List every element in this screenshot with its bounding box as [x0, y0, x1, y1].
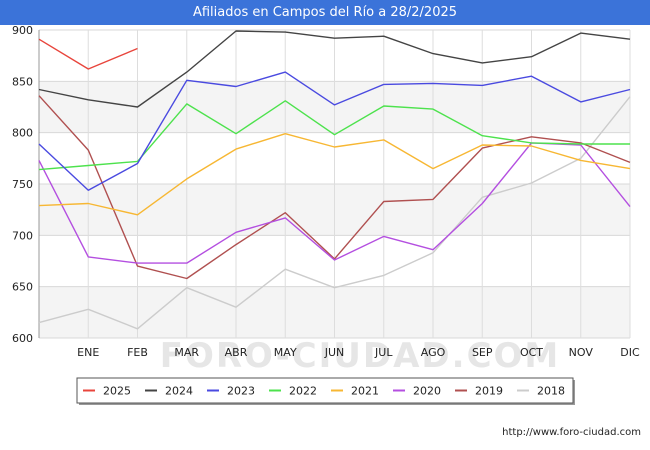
x-tick-label: MAR: [174, 346, 199, 359]
legend-label-2024: 2024: [165, 385, 193, 398]
y-tick-label: 650: [12, 281, 33, 294]
x-tick-label: JUL: [374, 346, 393, 359]
source-url[interactable]: http://www.foro-ciudad.com: [502, 427, 641, 438]
y-tick-label: 800: [12, 127, 33, 140]
legend-box: [76, 377, 574, 404]
chart-title: Afiliados en Campos del Río a 28/2/2025: [192, 5, 458, 20]
x-tick-label: JUN: [324, 346, 345, 359]
y-tick-label: 700: [12, 229, 33, 242]
x-tick-label: AGO: [421, 346, 446, 359]
x-tick-label: OCT: [520, 346, 543, 359]
series-line-2019: [38, 95, 631, 280]
series-line-2021: [38, 132, 631, 216]
x-tick-label: DIC: [620, 346, 640, 359]
x-tick-label: SEP: [472, 346, 493, 359]
legend-label-2023: 2023: [227, 385, 255, 398]
x-tick-label: MAY: [274, 346, 297, 359]
legend-label-2022: 2022: [289, 385, 317, 398]
x-tick-label: NOV: [569, 346, 594, 359]
x-tick-label: FEB: [127, 346, 148, 359]
y-tick-label: 600: [12, 332, 33, 345]
legend-label-2020: 2020: [413, 385, 441, 398]
series-line-2023: [38, 71, 631, 191]
x-tick-label: ABR: [225, 346, 248, 359]
legend-label-2021: 2021: [351, 385, 379, 398]
series-line-2025: [38, 38, 138, 70]
y-axis-ticks: 600 650 700 750 800 850 900: [12, 24, 33, 345]
grid-lines: [38, 29, 631, 339]
series-lines: [38, 30, 631, 330]
y-tick-label: 750: [12, 178, 33, 191]
x-tick-label: ENE: [77, 346, 99, 359]
y-tick-label: 900: [12, 24, 33, 37]
title-bar: Afiliados en Campos del Río a 28/2/2025: [0, 0, 650, 25]
y-tick-label: 850: [12, 75, 33, 88]
watermark: FORO-CIUDAD.COM: [160, 336, 561, 376]
legend-label-2019: 2019: [475, 385, 503, 398]
x-axis-ticks: ENE FEB MAR ABR MAY JUN JUL AGO SEP OCT NOV DIC: [77, 346, 640, 359]
legend: 2025 2024 2023 2022 2021 2020 2019 2018: [76, 377, 575, 405]
series-line-2018: [38, 96, 631, 330]
series-line-2022: [38, 100, 630, 171]
legend-label-2025: 2025: [103, 385, 131, 398]
legend-label-2018: 2018: [537, 385, 565, 398]
series-line-2024: [38, 30, 631, 108]
